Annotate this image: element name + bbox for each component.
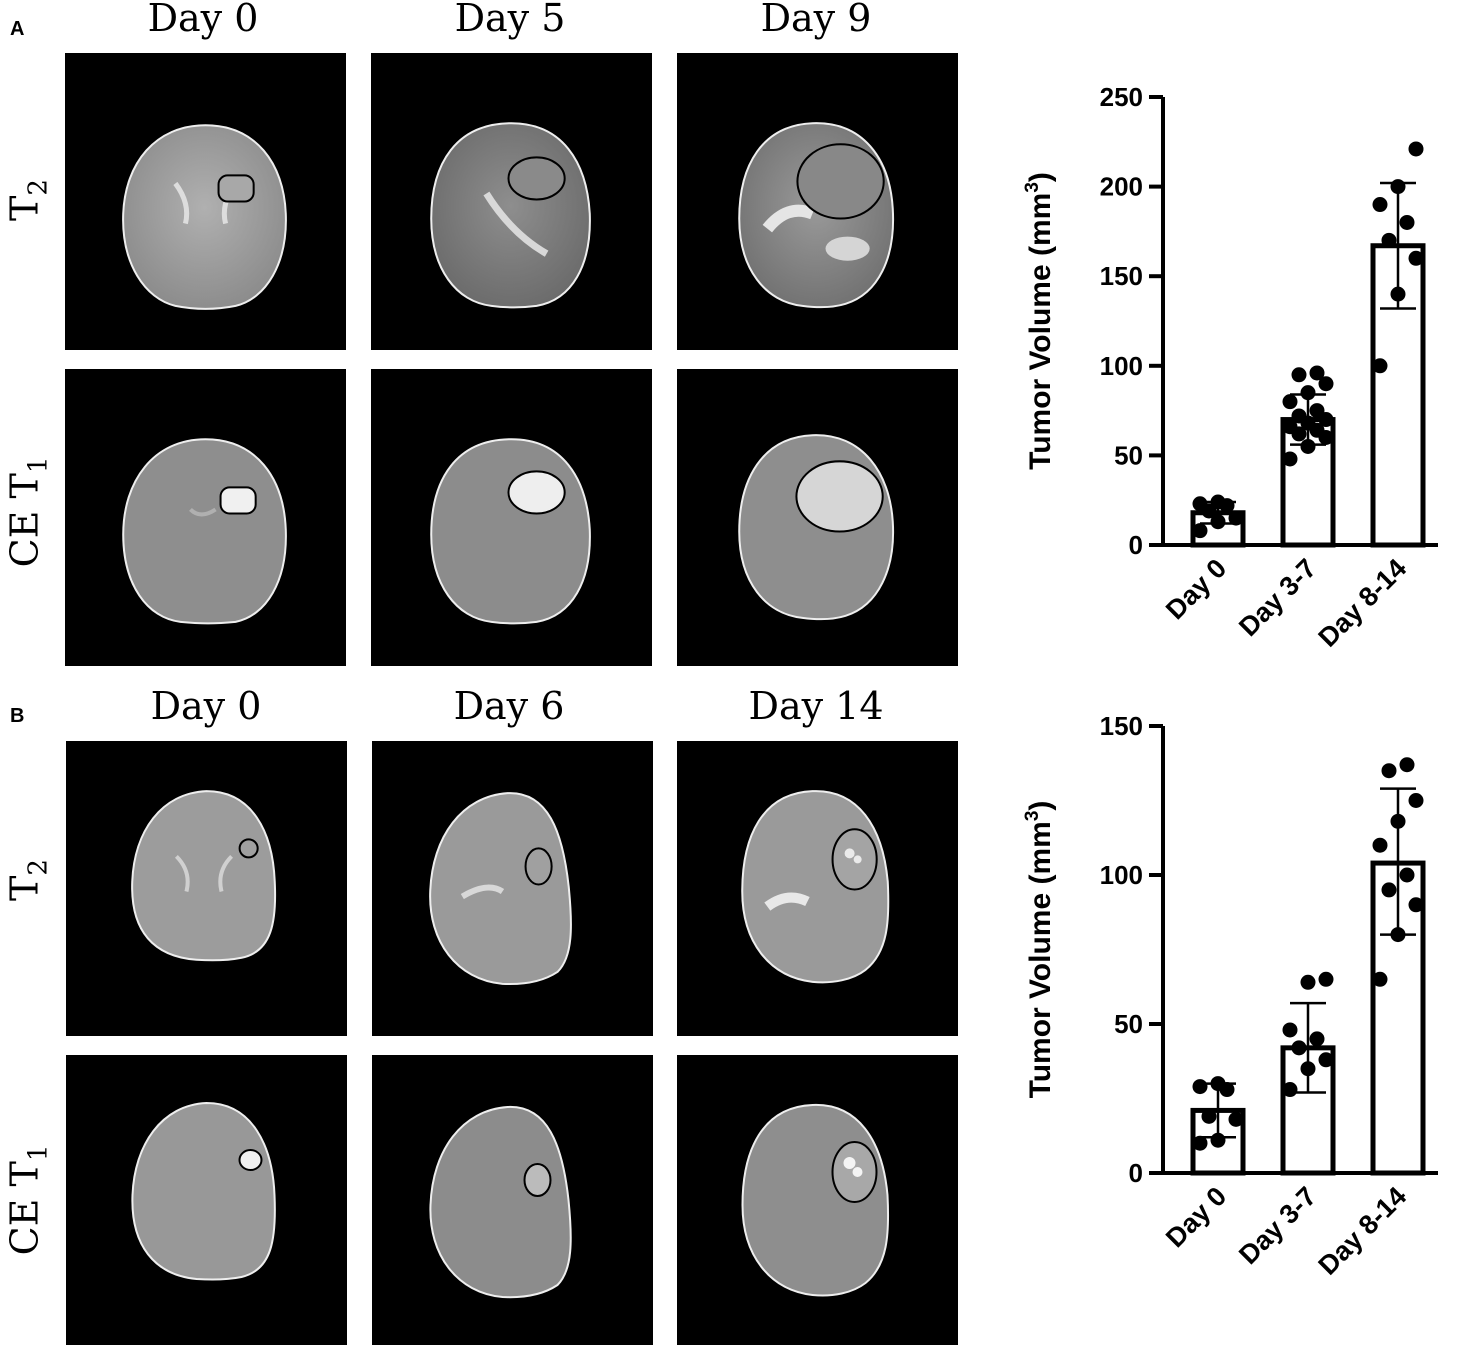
y-tick-label: 100 bbox=[1100, 351, 1143, 381]
y-axis-label: Tumor Volume (mm3) bbox=[1022, 801, 1057, 1099]
panel-a-col-title-2: Day 5 bbox=[454, 0, 566, 40]
mri-b-t2-day6 bbox=[372, 741, 653, 1036]
data-point bbox=[1282, 1082, 1298, 1098]
data-point bbox=[1300, 385, 1316, 401]
x-tick-label: Day 8-14 bbox=[1312, 1181, 1412, 1281]
data-point bbox=[1318, 1052, 1334, 1068]
panel-a-row-label-t2: T2 bbox=[2, 179, 54, 221]
data-point bbox=[1408, 897, 1424, 913]
panel-b-letter: B bbox=[10, 705, 25, 727]
data-point bbox=[1192, 523, 1208, 539]
data-point bbox=[1300, 1061, 1316, 1077]
mri-b-cet1-day14 bbox=[677, 1055, 958, 1345]
data-point bbox=[1309, 1031, 1325, 1047]
data-point bbox=[1399, 757, 1415, 773]
panel-a-col-title-1: Day 0 bbox=[147, 0, 259, 40]
mri-a-t2-day0 bbox=[65, 53, 346, 350]
y-tick-label: 150 bbox=[1100, 261, 1143, 291]
data-point bbox=[1390, 813, 1406, 829]
y-tick-label: 50 bbox=[1114, 440, 1143, 470]
y-tick-label: 0 bbox=[1129, 1158, 1143, 1188]
data-point bbox=[1399, 867, 1415, 883]
data-point bbox=[1291, 1040, 1307, 1056]
data-point bbox=[1228, 1111, 1244, 1127]
panel-b-row-label-ce-t1: CE T1 bbox=[2, 1144, 54, 1256]
data-point bbox=[1291, 367, 1307, 383]
x-tick-label: Day 0 bbox=[1160, 1181, 1232, 1253]
data-point bbox=[1381, 763, 1397, 779]
data-point bbox=[1390, 286, 1406, 302]
data-point bbox=[1372, 837, 1388, 853]
mri-b-t2-day14 bbox=[677, 741, 958, 1036]
data-point bbox=[1210, 494, 1226, 510]
data-point bbox=[1318, 376, 1334, 392]
data-point bbox=[1372, 971, 1388, 987]
x-tick-label: Day 0 bbox=[1160, 553, 1232, 625]
panel-a-col-title-3: Day 9 bbox=[760, 0, 872, 40]
data-point bbox=[1408, 793, 1424, 808]
data-point bbox=[1282, 419, 1298, 435]
data-point bbox=[1228, 510, 1244, 526]
y-tick-label: 50 bbox=[1114, 1009, 1143, 1039]
chart-b-svg: 0 50 100 150 Tumor Volume (mm3) Day 0 Day 3-7D… bbox=[1022, 711, 1438, 1281]
mri-a-t2-day9 bbox=[677, 53, 958, 350]
y-tick-label: 150 bbox=[1100, 711, 1143, 741]
chart-panel-a: 0 50 100 150 200 250 Tumor Volume (mm3) Day 0 Da… bbox=[980, 60, 1460, 700]
data-point bbox=[1282, 1022, 1298, 1038]
data-point bbox=[1372, 197, 1388, 213]
data-point bbox=[1309, 403, 1325, 419]
y-axis-label: Tumor Volume (mm3) bbox=[1022, 172, 1057, 470]
data-point bbox=[1192, 1079, 1208, 1095]
panel-a-letter: A bbox=[10, 18, 25, 40]
y-tick-label: 0 bbox=[1129, 530, 1143, 560]
mri-b-cet1-day0 bbox=[66, 1055, 347, 1345]
y-tick-label: 100 bbox=[1100, 860, 1143, 890]
data-point bbox=[1390, 927, 1406, 943]
data-point bbox=[1210, 1132, 1226, 1148]
panel-b-row-label-t2: T2 bbox=[2, 859, 54, 901]
y-tick-label: 200 bbox=[1100, 172, 1143, 202]
panel-b-col-title-2: Day 6 bbox=[453, 684, 565, 728]
x-tick-label: Day 3-7 bbox=[1233, 553, 1322, 642]
mri-b-t2-day0 bbox=[66, 741, 347, 1036]
mri-a-cet1-day9 bbox=[677, 369, 958, 666]
data-point bbox=[1309, 365, 1325, 381]
mri-a-t2-day5 bbox=[371, 53, 652, 350]
data-point bbox=[1390, 179, 1406, 195]
data-point bbox=[1291, 408, 1307, 424]
data-point bbox=[1192, 496, 1208, 512]
x-tick-label: Day 8-14 bbox=[1312, 553, 1412, 653]
data-point bbox=[1210, 1076, 1226, 1092]
data-point bbox=[1381, 882, 1397, 898]
x-tick-label: Day 3-7 bbox=[1233, 1181, 1322, 1270]
panel-a-row-label-ce-t1: CE T1 bbox=[2, 456, 54, 568]
data-point bbox=[1318, 971, 1334, 987]
data-point bbox=[1300, 974, 1316, 990]
data-point bbox=[1210, 514, 1226, 530]
data-point bbox=[1381, 232, 1397, 248]
data-point bbox=[1372, 358, 1388, 374]
data-point bbox=[1192, 1135, 1208, 1151]
panel-b-col-title-1: Day 0 bbox=[150, 684, 262, 728]
mri-a-cet1-day0 bbox=[65, 369, 346, 666]
data-point bbox=[1399, 214, 1415, 230]
data-point bbox=[1282, 451, 1298, 467]
chart-panel-b: 0 50 100 150 Tumor Volume (mm3) Day 0 Day 3-7 D… bbox=[980, 695, 1460, 1345]
data-point bbox=[1282, 394, 1298, 410]
y-tick-label: 250 bbox=[1100, 82, 1143, 112]
panel-b-col-title-3: Day 14 bbox=[748, 684, 884, 728]
mri-a-cet1-day5 bbox=[371, 369, 652, 666]
mri-b-cet1-day6 bbox=[372, 1055, 653, 1345]
data-point bbox=[1408, 141, 1424, 157]
data-point bbox=[1300, 438, 1316, 454]
data-point bbox=[1408, 250, 1424, 266]
data-point bbox=[1201, 1108, 1217, 1124]
